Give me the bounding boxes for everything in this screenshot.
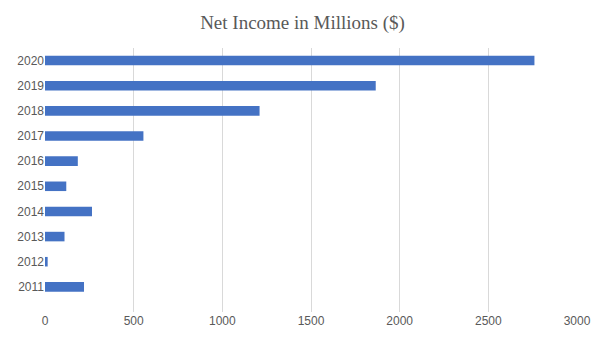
svg-text:2015: 2015	[17, 179, 44, 193]
svg-text:2018: 2018	[17, 104, 44, 118]
svg-text:Net Income in Millions ($): Net Income in Millions ($)	[200, 12, 405, 34]
svg-text:2016: 2016	[17, 154, 44, 168]
svg-text:2500: 2500	[475, 314, 502, 328]
svg-text:1500: 1500	[298, 314, 325, 328]
svg-text:2014: 2014	[17, 205, 44, 219]
svg-text:2011: 2011	[18, 280, 44, 294]
svg-text:2013: 2013	[17, 230, 44, 244]
svg-text:3000: 3000	[564, 314, 591, 328]
svg-text:2012: 2012	[17, 255, 44, 269]
svg-text:2000: 2000	[386, 314, 413, 328]
svg-text:500: 500	[124, 314, 144, 328]
svg-text:2020: 2020	[17, 54, 44, 68]
svg-text:0: 0	[42, 314, 49, 328]
svg-text:2019: 2019	[17, 79, 44, 93]
svg-text:2017: 2017	[17, 129, 44, 143]
svg-text:1000: 1000	[209, 314, 236, 328]
